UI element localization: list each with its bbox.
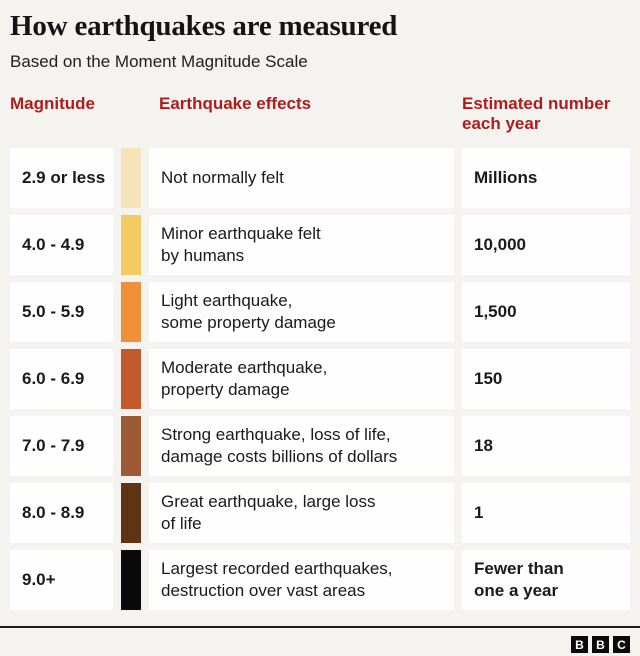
magnitude-cell: 8.0 - 8.9 [10, 483, 113, 543]
effects-cell: Light earthquake, some property damage [149, 282, 454, 342]
magnitude-cell: 2.9 or less [10, 148, 113, 208]
magnitude-color-swatch [121, 416, 141, 476]
magnitude-cell: 6.0 - 6.9 [10, 349, 113, 409]
magnitude-cell: 5.0 - 5.9 [10, 282, 113, 342]
page-subtitle: Based on the Moment Magnitude Scale [10, 52, 308, 71]
page-title: How earthquakes are measured [10, 10, 398, 42]
table-row: 7.0 - 7.9 Strong earthquake, loss of lif… [10, 416, 630, 476]
magnitude-color-swatch [121, 215, 141, 275]
estimate-cell: 1,500 [462, 282, 630, 342]
magnitude-color-swatch [121, 349, 141, 409]
estimate-cell: 1 [462, 483, 630, 543]
bbc-logo-letter: B [571, 636, 588, 653]
magnitude-table: 2.9 or less Not normally felt Millions 4… [10, 148, 630, 610]
estimate-cell: Fewer than one a year [462, 550, 630, 610]
estimate-cell: Millions [462, 148, 630, 208]
effects-cell: Strong earthquake, loss of life, damage … [149, 416, 454, 476]
column-header-estimate: Estimated number each year [462, 94, 611, 133]
magnitude-color-swatch [121, 148, 141, 208]
bbc-logo-letter: B [592, 636, 609, 653]
magnitude-cell: 7.0 - 7.9 [10, 416, 113, 476]
table-row: 2.9 or less Not normally felt Millions [10, 148, 630, 208]
table-row: 4.0 - 4.9 Minor earthquake felt by human… [10, 215, 630, 275]
footer-divider [0, 626, 640, 628]
column-header-magnitude: Magnitude [10, 94, 95, 113]
effects-cell: Moderate earthquake, property damage [149, 349, 454, 409]
effects-cell: Not normally felt [149, 148, 454, 208]
footer: B B C [0, 628, 640, 653]
estimate-cell: 10,000 [462, 215, 630, 275]
magnitude-cell: 9.0+ [10, 550, 113, 610]
estimate-cell: 18 [462, 416, 630, 476]
infographic: How earthquakes are measured Based on th… [10, 10, 630, 610]
effects-cell: Minor earthquake felt by humans [149, 215, 454, 275]
magnitude-color-swatch [121, 550, 141, 610]
effects-cell: Great earthquake, large loss of life [149, 483, 454, 543]
bbc-logo-letter: C [613, 636, 630, 653]
magnitude-color-swatch [121, 282, 141, 342]
table-row: 9.0+ Largest recorded earthquakes, destr… [10, 550, 630, 610]
bbc-logo: B B C [571, 636, 630, 653]
table-row: 5.0 - 5.9 Light earthquake, some propert… [10, 282, 630, 342]
column-headers: Magnitude Earthquake effects Estimated n… [10, 94, 630, 134]
table-row: 6.0 - 6.9 Moderate earthquake, property … [10, 349, 630, 409]
column-header-effects: Earthquake effects [159, 94, 312, 113]
effects-cell: Largest recorded earthquakes, destructio… [149, 550, 454, 610]
magnitude-color-swatch [121, 483, 141, 543]
magnitude-cell: 4.0 - 4.9 [10, 215, 113, 275]
table-row: 8.0 - 8.9 Great earthquake, large loss o… [10, 483, 630, 543]
estimate-cell: 150 [462, 349, 630, 409]
